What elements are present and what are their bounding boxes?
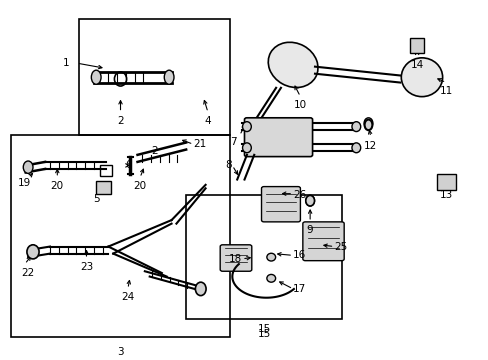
Ellipse shape — [401, 58, 442, 96]
Text: 25: 25 — [334, 242, 347, 252]
Text: 17: 17 — [292, 284, 306, 294]
Text: 22: 22 — [21, 268, 35, 278]
Bar — [409, 39, 424, 53]
Ellipse shape — [351, 143, 360, 153]
Bar — [436, 174, 455, 190]
Ellipse shape — [242, 143, 251, 153]
Text: 8: 8 — [225, 161, 232, 170]
Text: 11: 11 — [439, 86, 452, 96]
Ellipse shape — [164, 70, 174, 84]
Text: 9: 9 — [306, 225, 313, 235]
Text: 10: 10 — [293, 100, 306, 110]
Text: 18: 18 — [228, 254, 242, 264]
Text: 12: 12 — [364, 141, 377, 151]
Text: 26: 26 — [292, 190, 306, 201]
Text: 7: 7 — [230, 137, 237, 147]
Bar — [11, 135, 229, 337]
Ellipse shape — [364, 118, 372, 129]
FancyBboxPatch shape — [261, 186, 300, 222]
Text: 3: 3 — [117, 347, 123, 357]
Ellipse shape — [305, 195, 314, 206]
Text: 16: 16 — [292, 251, 306, 260]
Ellipse shape — [91, 70, 101, 84]
Ellipse shape — [268, 42, 317, 87]
Ellipse shape — [23, 161, 33, 174]
Text: 24: 24 — [121, 292, 134, 302]
Text: 2: 2 — [117, 116, 123, 126]
Bar — [96, 181, 111, 194]
Bar — [100, 166, 112, 176]
Ellipse shape — [27, 245, 39, 259]
Text: 13: 13 — [439, 190, 452, 200]
Ellipse shape — [305, 195, 314, 206]
Text: 4: 4 — [204, 116, 211, 126]
Ellipse shape — [412, 39, 421, 48]
FancyBboxPatch shape — [302, 222, 344, 261]
Text: 19: 19 — [18, 178, 31, 188]
Ellipse shape — [266, 274, 275, 282]
Ellipse shape — [242, 122, 251, 131]
Text: 1: 1 — [62, 58, 69, 68]
Text: 2: 2 — [151, 146, 158, 156]
Text: 20: 20 — [51, 181, 64, 191]
Ellipse shape — [114, 72, 126, 86]
FancyBboxPatch shape — [220, 245, 251, 271]
Ellipse shape — [266, 253, 275, 261]
Bar — [79, 19, 229, 135]
FancyBboxPatch shape — [244, 118, 312, 157]
Ellipse shape — [351, 122, 360, 131]
Text: 5: 5 — [93, 194, 100, 204]
Text: 15: 15 — [257, 329, 270, 339]
Ellipse shape — [364, 120, 372, 130]
Text: 21: 21 — [193, 139, 206, 149]
Text: 14: 14 — [409, 60, 423, 69]
Bar — [186, 195, 341, 319]
Text: 6: 6 — [125, 161, 132, 170]
Ellipse shape — [195, 282, 205, 296]
Text: 23: 23 — [80, 262, 93, 273]
Text: 20: 20 — [133, 181, 146, 191]
Text: 15: 15 — [257, 324, 270, 334]
